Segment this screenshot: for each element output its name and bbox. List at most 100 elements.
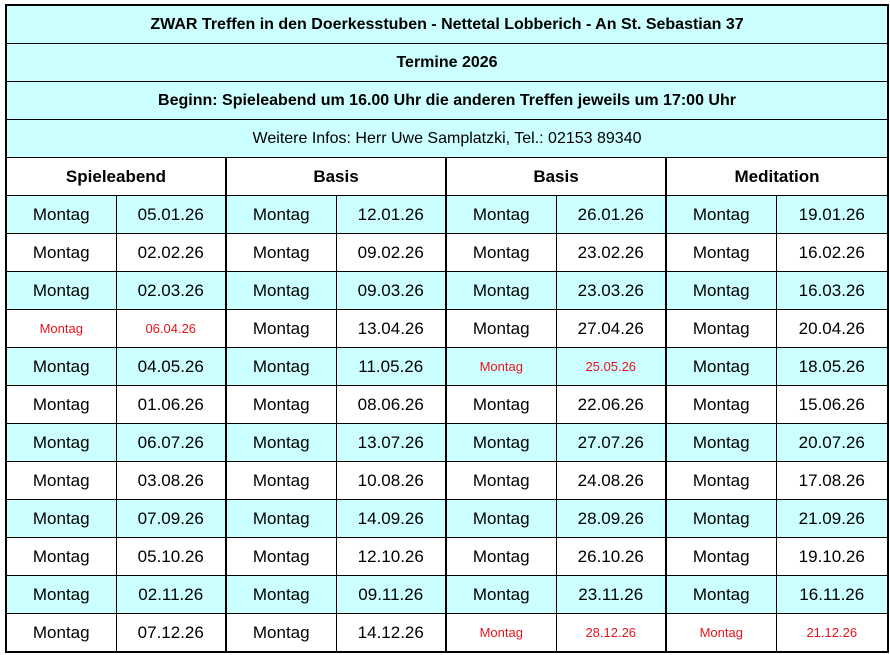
day-cell: Montag [5, 461, 117, 500]
date-cell: 14.12.26 [335, 613, 447, 653]
day-cell: Montag [445, 537, 557, 576]
day-cell: Montag [445, 461, 557, 500]
table-row: Montag 01.06.26 Montag 08.06.26 Montag 22.06.… [5, 385, 889, 424]
date-cell: 09.02.26 [335, 233, 447, 272]
date-cell: 06.07.26 [115, 423, 227, 462]
day-cell: Montag [5, 195, 117, 234]
date-cell: 04.05.26 [115, 347, 227, 386]
day-cell: Montag [5, 385, 117, 424]
day-cell: Montag [665, 461, 777, 500]
column-header-basis-1: Basis [225, 157, 447, 196]
day-cell: Montag [665, 271, 777, 310]
day-cell: Montag [225, 347, 337, 386]
date-cell: 12.01.26 [335, 195, 447, 234]
day-cell: Montag [665, 309, 777, 348]
day-cell: Montag [665, 575, 777, 614]
date-cell: 26.01.26 [555, 195, 667, 234]
date-cell: 02.03.26 [115, 271, 227, 310]
date-cell: 05.01.26 [115, 195, 227, 234]
sheet-subtitle: Termine 2026 [5, 43, 889, 82]
date-cell: 23.02.26 [555, 233, 667, 272]
day-cell: Montag [445, 575, 557, 614]
day-cell: Montag [5, 613, 117, 653]
table-row: Montag 02.03.26 Montag 09.03.26 Montag 23.03.… [5, 271, 889, 310]
date-cell: 16.03.26 [775, 271, 889, 310]
day-cell: Montag [225, 613, 337, 653]
day-cell: Montag [445, 499, 557, 538]
table-row: Montag 05.01.26 Montag 12.01.26 Montag 26.01.… [5, 195, 889, 234]
day-cell: Montag [5, 347, 117, 386]
date-cell: 28.09.26 [555, 499, 667, 538]
date-cell: 27.04.26 [555, 309, 667, 348]
date-cell: 01.06.26 [115, 385, 227, 424]
day-cell: Montag [225, 537, 337, 576]
table-row: Montag 05.10.26 Montag 12.10.26 Montag 26.10.… [5, 537, 889, 576]
date-cell: 22.06.26 [555, 385, 667, 424]
start-times-note: Beginn: Spieleabend um 16.00 Uhr die and… [5, 81, 889, 120]
day-cell: Montag [665, 347, 777, 386]
day-cell: Montag [665, 423, 777, 462]
day-cell: Montag [225, 461, 337, 500]
contact-info: Weitere Infos: Herr Uwe Samplatzki, Tel.… [5, 119, 889, 158]
table-row: Montag 07.09.26 Montag 14.09.26 Montag 28.09.… [5, 499, 889, 538]
day-cell: Montag [445, 613, 557, 653]
day-cell: Montag [225, 423, 337, 462]
date-cell: 13.07.26 [335, 423, 447, 462]
sheet-title: ZWAR Treffen in den Doerkesstuben - Nett… [5, 4, 889, 44]
day-cell: Montag [445, 423, 557, 462]
date-cell: 09.03.26 [335, 271, 447, 310]
date-cell: 23.11.26 [555, 575, 667, 614]
date-cell: 21.12.26 [775, 613, 889, 653]
schedule-table: ZWAR Treffen in den Doerkesstuben - Nett… [5, 4, 890, 653]
date-cell: 19.01.26 [775, 195, 889, 234]
day-cell: Montag [665, 613, 777, 653]
date-cell: 13.04.26 [335, 309, 447, 348]
day-cell: Montag [665, 499, 777, 538]
date-cell: 16.02.26 [775, 233, 889, 272]
date-cell: 09.11.26 [335, 575, 447, 614]
day-cell: Montag [5, 537, 117, 576]
day-cell: Montag [665, 537, 777, 576]
day-cell: Montag [225, 195, 337, 234]
day-cell: Montag [665, 233, 777, 272]
day-cell: Montag [665, 195, 777, 234]
date-cell: 11.05.26 [335, 347, 447, 386]
date-cell: 14.09.26 [335, 499, 447, 538]
day-cell: Montag [5, 233, 117, 272]
date-cell: 20.07.26 [775, 423, 889, 462]
date-cell: 26.10.26 [555, 537, 667, 576]
day-cell: Montag [5, 499, 117, 538]
date-cell: 02.02.26 [115, 233, 227, 272]
date-cell: 15.06.26 [775, 385, 889, 424]
date-cell: 03.08.26 [115, 461, 227, 500]
day-cell: Montag [445, 385, 557, 424]
date-cell: 24.08.26 [555, 461, 667, 500]
column-header-spieleabend: Spieleabend [5, 157, 227, 196]
date-cell: 27.07.26 [555, 423, 667, 462]
table-row: Montag 03.08.26 Montag 10.08.26 Montag 24.08.… [5, 461, 889, 500]
day-cell: Montag [5, 271, 117, 310]
date-cell: 12.10.26 [335, 537, 447, 576]
date-cell: 07.12.26 [115, 613, 227, 653]
date-cell: 23.03.26 [555, 271, 667, 310]
table-row: Montag 02.02.26 Montag 09.02.26 Montag 23.02.… [5, 233, 889, 272]
date-cell: 05.10.26 [115, 537, 227, 576]
day-cell: Montag [5, 423, 117, 462]
day-cell: Montag [665, 385, 777, 424]
day-cell: Montag [225, 499, 337, 538]
table-row: Montag 06.04.26 Montag 13.04.26 Montag 27.04.… [5, 309, 889, 348]
day-cell: Montag [225, 575, 337, 614]
day-cell: Montag [445, 195, 557, 234]
day-cell: Montag [225, 271, 337, 310]
date-cell: 17.08.26 [775, 461, 889, 500]
table-row: Montag 04.05.26 Montag 11.05.26 Montag 25.05.… [5, 347, 889, 386]
date-cell: 25.05.26 [555, 347, 667, 386]
date-cell: 10.08.26 [335, 461, 447, 500]
date-cell: 18.05.26 [775, 347, 889, 386]
day-cell: Montag [445, 233, 557, 272]
day-cell: Montag [225, 233, 337, 272]
day-cell: Montag [445, 309, 557, 348]
column-header-meditation: Meditation [664, 157, 889, 196]
date-cell: 16.11.26 [775, 575, 889, 614]
date-cell: 19.10.26 [775, 537, 889, 576]
